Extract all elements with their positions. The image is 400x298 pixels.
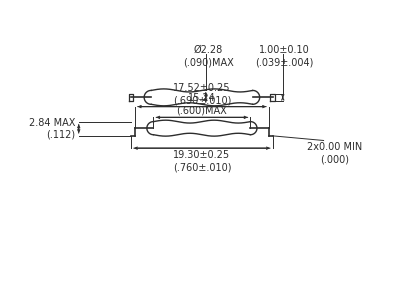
Text: 2.84 MAX
(.112): 2.84 MAX (.112) [29, 117, 76, 140]
Text: 2x0.00 MIN
(.000): 2x0.00 MIN (.000) [307, 142, 362, 164]
Text: 17.52±0.25
(.690±.010): 17.52±0.25 (.690±.010) [173, 83, 231, 105]
Text: 19.30±0.25
(.760±.010): 19.30±0.25 (.760±.010) [173, 150, 231, 172]
Text: 15.24
(.600)MAX: 15.24 (.600)MAX [176, 94, 227, 116]
Text: 1.00±0.10
(.039±.004): 1.00±0.10 (.039±.004) [255, 45, 314, 67]
Text: Ø2.28
(.090)MAX: Ø2.28 (.090)MAX [183, 45, 234, 67]
